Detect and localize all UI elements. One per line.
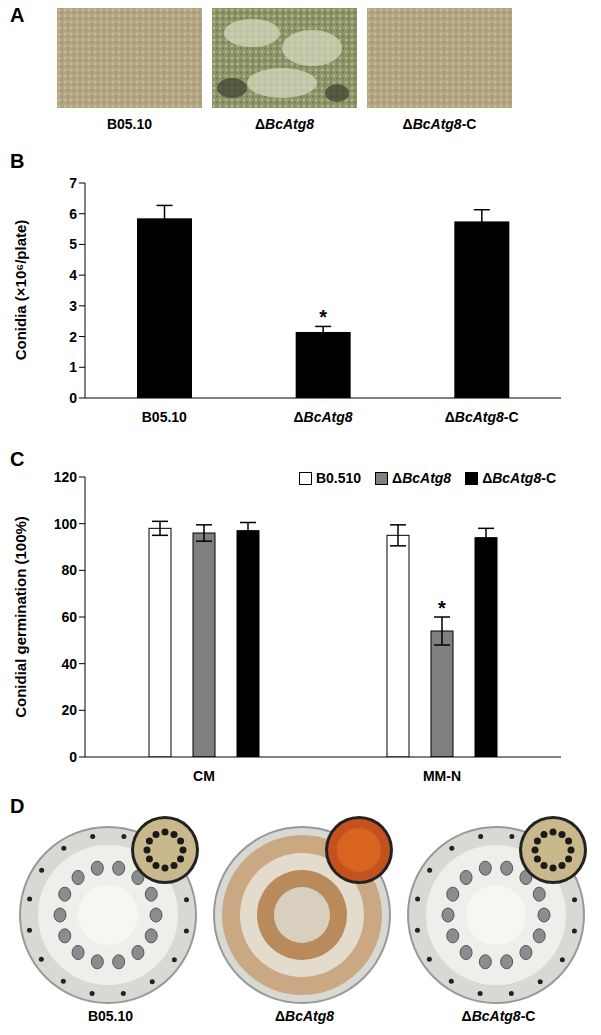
svg-text:MM-N: MM-N — [423, 768, 461, 784]
svg-text:40: 40 — [61, 656, 77, 672]
html-text:B05.10: B05.10 — [106, 116, 153, 132]
html-text:Conidial germination (100%): Conidial germination (100%) — [12, 516, 29, 718]
html-text:Δ BcAtg8: Δ BcAtg8 — [275, 1008, 334, 1024]
svg-text:B05.10: B05.10 — [142, 409, 187, 425]
html-text:Δ BcAtg8 -C: Δ BcAtg8 -C — [402, 116, 477, 132]
html-text:B0.510: B0.510 — [315, 470, 362, 486]
svg-text:*: * — [438, 597, 446, 619]
svg-text:60: 60 — [61, 609, 77, 625]
svg-text:80: 80 — [61, 562, 77, 578]
svg-text:7: 7 — [69, 175, 77, 191]
html-text:Δ BcAtg8: Δ BcAtg8 — [255, 116, 314, 132]
svg-text:*: * — [319, 306, 327, 328]
svg-text:5: 5 — [69, 236, 77, 252]
html-text:A: A — [10, 4, 25, 26]
svg-text:100: 100 — [54, 516, 78, 532]
html-text:Δ BcAtg8 -C: Δ BcAtg8 -C — [482, 470, 556, 486]
svg-text:0: 0 — [69, 390, 77, 406]
html-text:Δ BcAtg8 -C: Δ BcAtg8 -C — [461, 1008, 536, 1024]
svg-text:ΔBcAtg8-C: ΔBcAtg8-C — [445, 409, 519, 425]
html-text:Conidia (×10⁶/plate): Conidia (×10⁶/plate) — [12, 219, 29, 361]
svg-text:3: 3 — [69, 298, 77, 314]
html-text:Δ BcAtg8: Δ BcAtg8 — [392, 470, 452, 486]
svg-text:2: 2 — [69, 329, 77, 345]
svg-text:0: 0 — [69, 749, 77, 765]
svg-text:1: 1 — [69, 359, 77, 375]
svg-text:20: 20 — [61, 702, 77, 718]
html-text:B05.10: B05.10 — [87, 1008, 134, 1024]
svg-text:120: 120 — [54, 469, 78, 485]
svg-text:CM: CM — [193, 768, 215, 784]
svg-text:6: 6 — [69, 206, 77, 222]
html-text:C: C — [10, 448, 25, 470]
svg-text:ΔBcAtg8: ΔBcAtg8 — [293, 409, 352, 425]
html-text:B: B — [10, 150, 25, 172]
html-text:D: D — [10, 795, 25, 817]
svg-text:4: 4 — [69, 267, 77, 283]
